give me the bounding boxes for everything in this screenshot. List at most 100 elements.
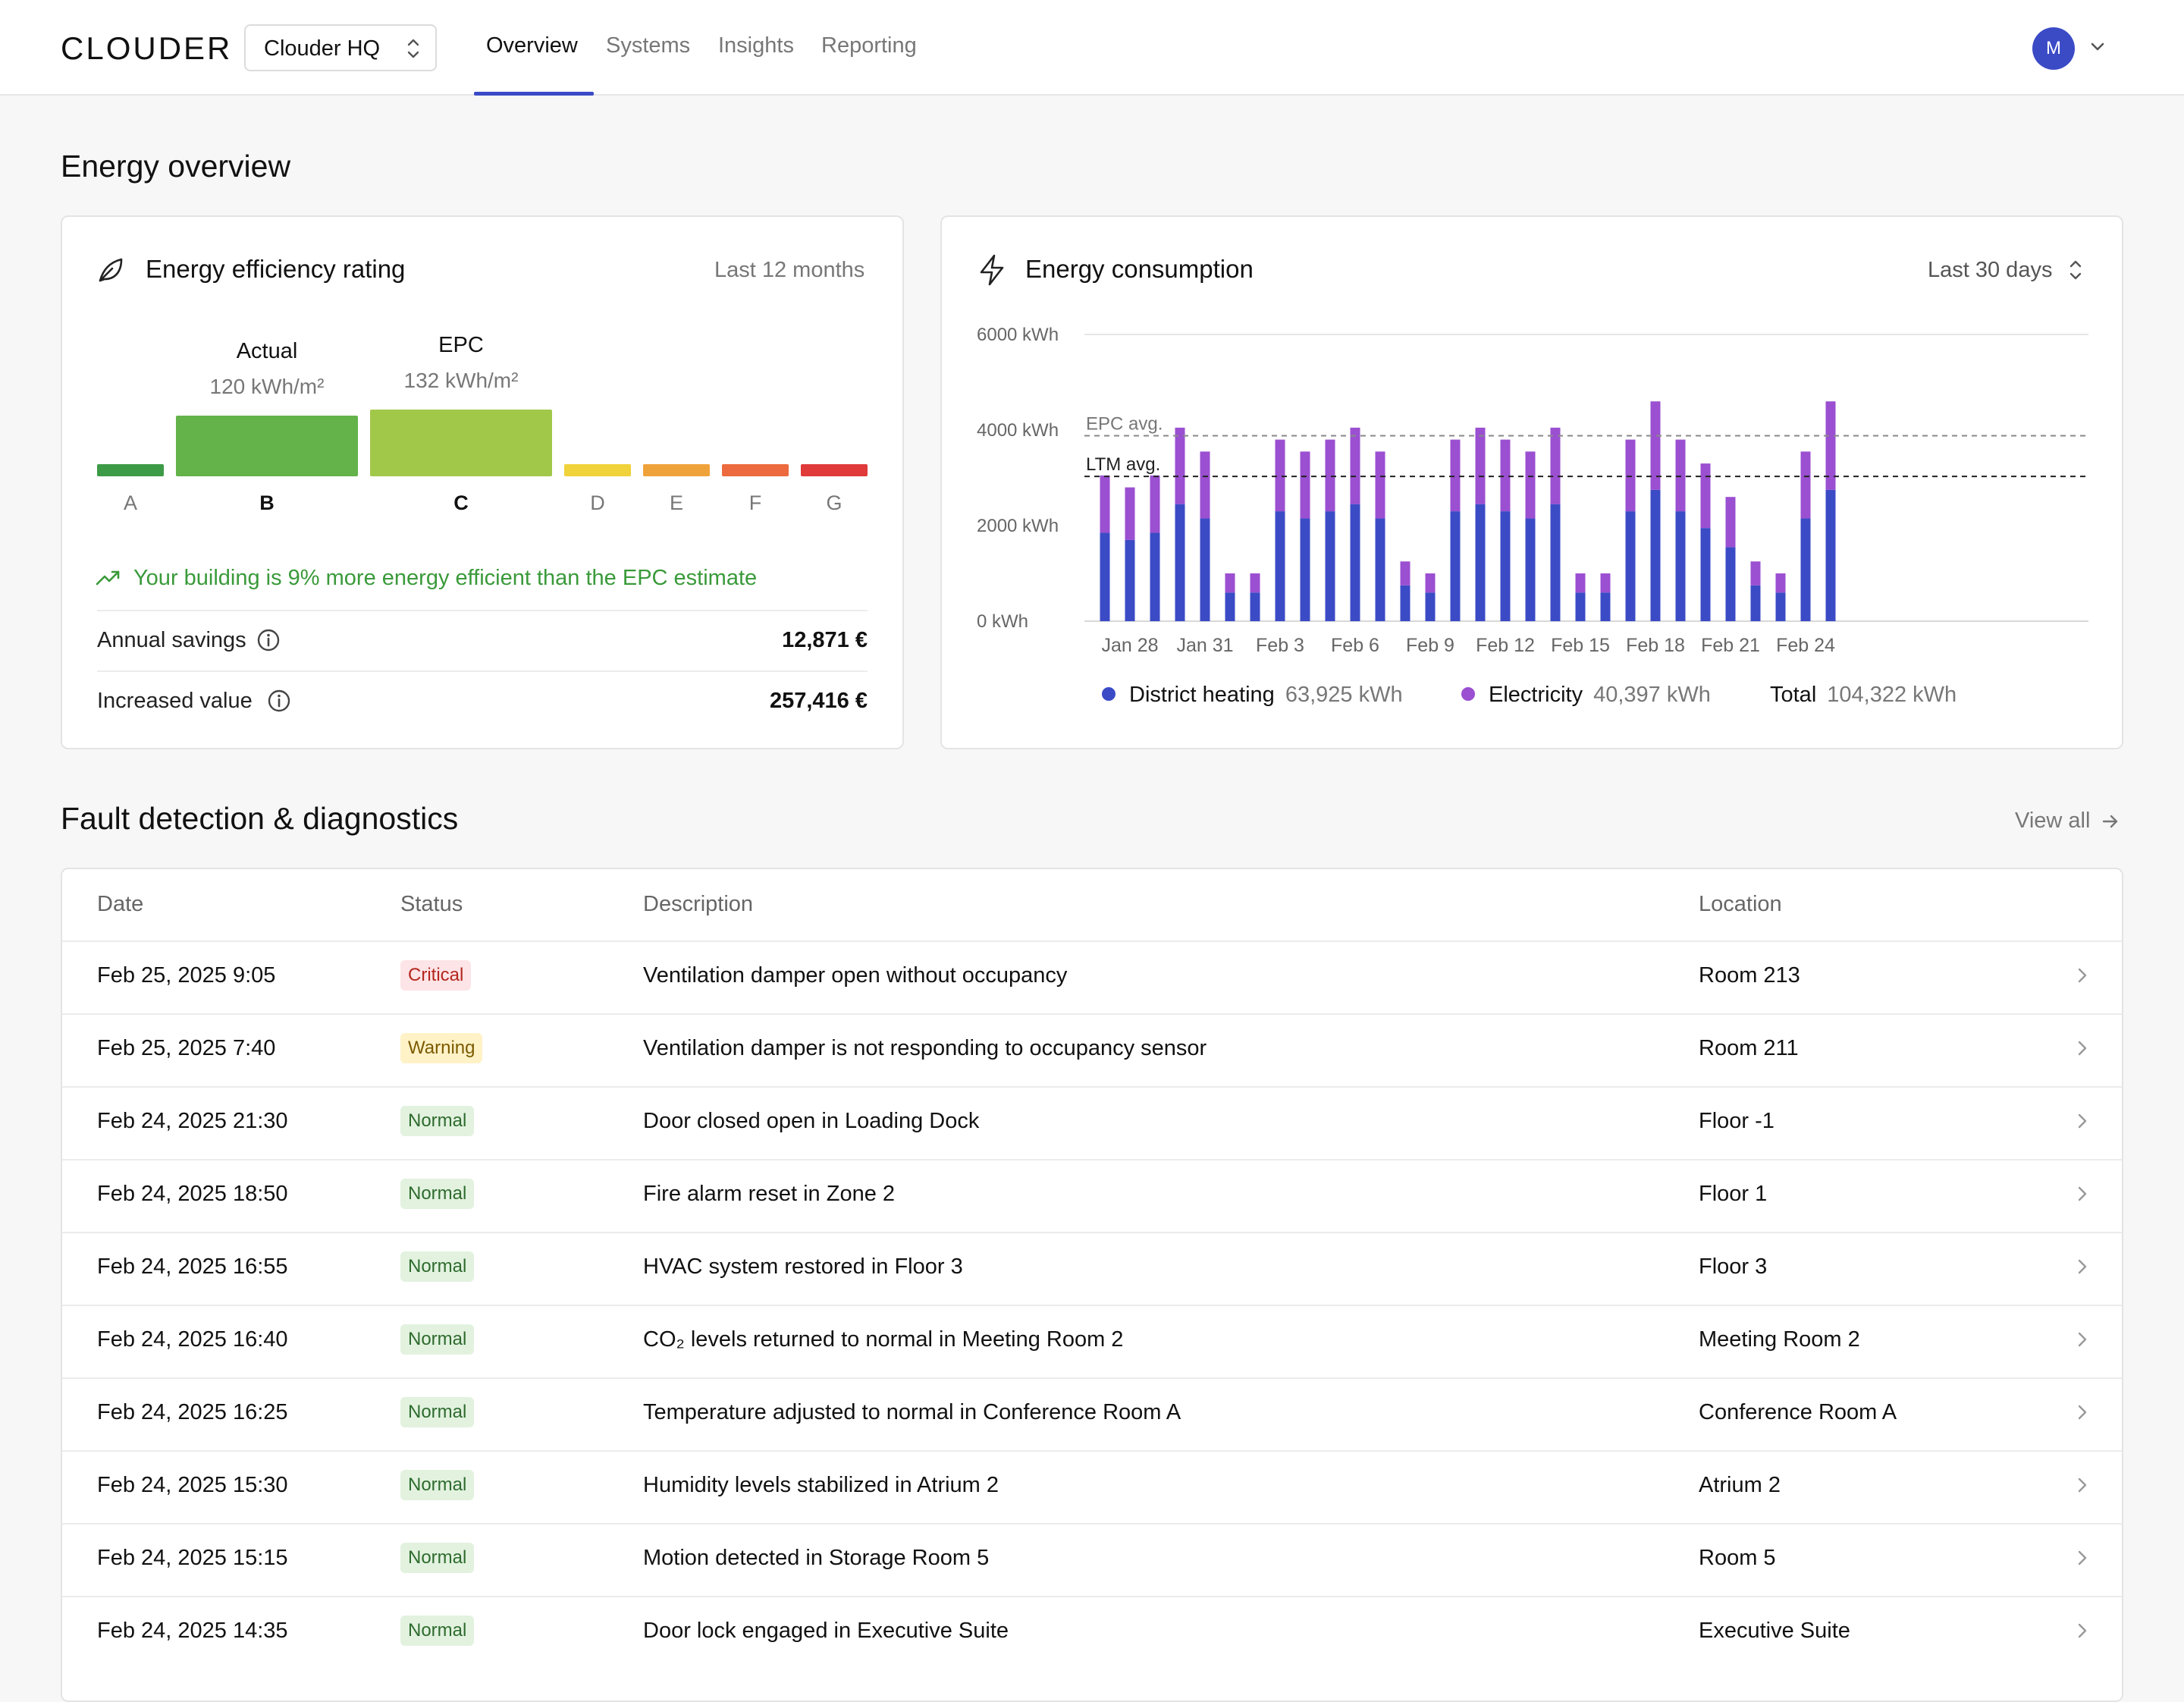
table-row[interactable]: Feb 24, 2025 16:55 Normal HVAC system rest… xyxy=(62,1232,2122,1305)
chevron-right-icon[interactable] xyxy=(2073,1547,2091,1569)
bar-district-heating xyxy=(1600,592,1611,621)
table-row[interactable]: Feb 24, 2025 14:35 Normal Door lock engage… xyxy=(62,1596,2122,1669)
column-header-date[interactable]: Date xyxy=(97,892,144,916)
nav-reporting[interactable]: Reporting xyxy=(821,33,917,58)
row-location: Conference Room A xyxy=(1699,1400,1897,1424)
chevron-right-icon[interactable] xyxy=(2073,1402,2091,1423)
rating-bar-d xyxy=(564,464,631,476)
row-description: Motion detected in Storage Room 5 xyxy=(643,1546,990,1570)
status-badge: Normal xyxy=(400,1179,475,1209)
row-location: Floor -1 xyxy=(1699,1109,1774,1133)
bar-district-heating xyxy=(1625,511,1636,621)
chevron-right-icon[interactable] xyxy=(2073,1038,2091,1059)
bar-electricity xyxy=(1200,451,1210,519)
x-axis-tick-label: Feb 24 xyxy=(1776,635,1835,656)
chevron-right-icon[interactable] xyxy=(2073,1183,2091,1204)
efficiency-insight: Your building is 9% more energy efficien… xyxy=(133,566,758,590)
view-all-link[interactable]: View all xyxy=(2015,809,2120,834)
table-row[interactable]: Feb 24, 2025 15:30 Normal Humidity levels … xyxy=(62,1450,2122,1523)
column-header-location[interactable]: Location xyxy=(1699,892,1782,916)
divider xyxy=(97,610,868,611)
bar-electricity xyxy=(1175,427,1185,504)
legend-total-label: Total xyxy=(1770,683,1817,707)
site-selector-label: Clouder HQ xyxy=(264,36,381,61)
chevron-down-icon[interactable] xyxy=(2088,38,2107,56)
table-row[interactable]: Feb 25, 2025 7:40 Warning Ventilation damp… xyxy=(62,1013,2122,1086)
bar-district-heating xyxy=(1475,504,1486,621)
column-header-status[interactable]: Status xyxy=(400,892,463,916)
y-axis-tick-label: 0 kWh xyxy=(977,611,1028,632)
app-logo[interactable]: CLOUDER xyxy=(61,30,233,66)
table-row[interactable]: Feb 24, 2025 21:30 Normal Door closed open… xyxy=(62,1086,2122,1159)
nav-systems[interactable]: Systems xyxy=(606,33,691,58)
rating-bar-g xyxy=(801,464,868,476)
row-date: Feb 25, 2025 9:05 xyxy=(97,963,276,988)
bar-district-heating xyxy=(1175,504,1185,621)
energy-overview-title: Energy overview xyxy=(61,149,291,184)
user-avatar[interactable]: M xyxy=(2032,27,2075,70)
electricity-dot xyxy=(1461,687,1475,702)
bar-electricity xyxy=(1300,451,1310,519)
bar-electricity xyxy=(1400,561,1410,586)
rating-bar-e xyxy=(643,464,710,476)
bar-district-heating xyxy=(1650,489,1661,621)
bar-electricity xyxy=(1600,573,1611,593)
row-date: Feb 24, 2025 16:40 xyxy=(97,1327,288,1352)
nav-insights[interactable]: Insights xyxy=(718,33,794,58)
status-badge: Normal xyxy=(400,1324,475,1355)
period-selector[interactable]: Last 30 days xyxy=(1928,258,2053,282)
rating-letter-g: G xyxy=(826,491,843,514)
chevron-right-icon[interactable] xyxy=(2073,1329,2091,1350)
energy-rating-period: Last 12 months xyxy=(714,258,865,282)
bar-district-heating xyxy=(1525,518,1536,621)
column-header-description[interactable]: Description xyxy=(643,892,754,916)
y-axis-tick-label: 6000 kWh xyxy=(977,325,1059,345)
info-icon[interactable] xyxy=(267,689,291,713)
bar-electricity xyxy=(1375,451,1385,519)
energy-rating-title: Energy efficiency rating xyxy=(146,255,406,283)
bar-district-heating xyxy=(1225,592,1235,621)
table-row[interactable]: Feb 24, 2025 16:25 Normal Temperature adju… xyxy=(62,1377,2122,1450)
bar-electricity xyxy=(1775,573,1786,593)
bar-electricity xyxy=(1700,463,1711,529)
row-description: Door lock engaged in Executive Suite xyxy=(643,1619,1009,1643)
y-axis-tick-label: 2000 kWh xyxy=(977,516,1059,536)
legend-electricity: Electricity 40,397 kWh xyxy=(1461,683,1711,708)
chevron-right-icon[interactable] xyxy=(2073,1256,2091,1277)
rating-letter-a: A xyxy=(123,491,137,514)
rating-letter-c: C xyxy=(453,491,469,514)
chevron-right-icon[interactable] xyxy=(2073,965,2091,986)
bar-electricity xyxy=(1350,427,1360,504)
x-axis-tick-label: Feb 12 xyxy=(1476,635,1535,656)
trending-up-icon xyxy=(96,570,120,586)
bar-electricity xyxy=(1150,475,1160,533)
info-icon[interactable] xyxy=(256,628,281,652)
row-location: Atrium 2 xyxy=(1699,1473,1781,1497)
chevron-up-down-icon[interactable] xyxy=(2067,256,2084,284)
row-location: Floor 3 xyxy=(1699,1255,1768,1279)
divider xyxy=(97,670,868,672)
legend-district-heating-value: 63,925 kWh xyxy=(1285,683,1403,707)
table-row[interactable]: Feb 24, 2025 16:40 Normal CO₂ levels retur… xyxy=(62,1305,2122,1377)
status-badge: Normal xyxy=(400,1543,475,1573)
bar-district-heating xyxy=(1300,518,1310,621)
chevron-right-icon[interactable] xyxy=(2073,1474,2091,1496)
chevron-right-icon[interactable] xyxy=(2073,1620,2091,1641)
energy-consumption-chart: 6000 kWh 4000 kWh 2000 kWh 0 kWh EPC avg. LTM… xyxy=(977,325,2088,656)
nav-overview[interactable]: Overview xyxy=(486,33,578,58)
status-badge: Warning xyxy=(400,1033,483,1063)
legend-electricity-value: 40,397 kWh xyxy=(1593,683,1711,707)
bar-district-heating xyxy=(1500,511,1511,621)
status-badge: Normal xyxy=(400,1470,475,1500)
table-row[interactable]: Feb 25, 2025 9:05 Critical Ventilation dam… xyxy=(62,940,2122,1013)
site-selector[interactable]: Clouder HQ xyxy=(244,24,437,71)
status-badge: Normal xyxy=(400,1251,475,1282)
row-date: Feb 25, 2025 7:40 xyxy=(97,1036,276,1060)
annual-savings-value: 12,871 € xyxy=(782,628,868,652)
y-axis-tick-label: 4000 kWh xyxy=(977,420,1059,441)
chevron-right-icon[interactable] xyxy=(2073,1110,2091,1132)
table-row[interactable]: Feb 24, 2025 15:15 Normal Motion detected … xyxy=(62,1523,2122,1596)
actual-value: 120 kWh/m² xyxy=(209,375,325,398)
bar-district-heating xyxy=(1200,518,1210,621)
table-row[interactable]: Feb 24, 2025 18:50 Normal Fire alarm reset… xyxy=(62,1159,2122,1232)
